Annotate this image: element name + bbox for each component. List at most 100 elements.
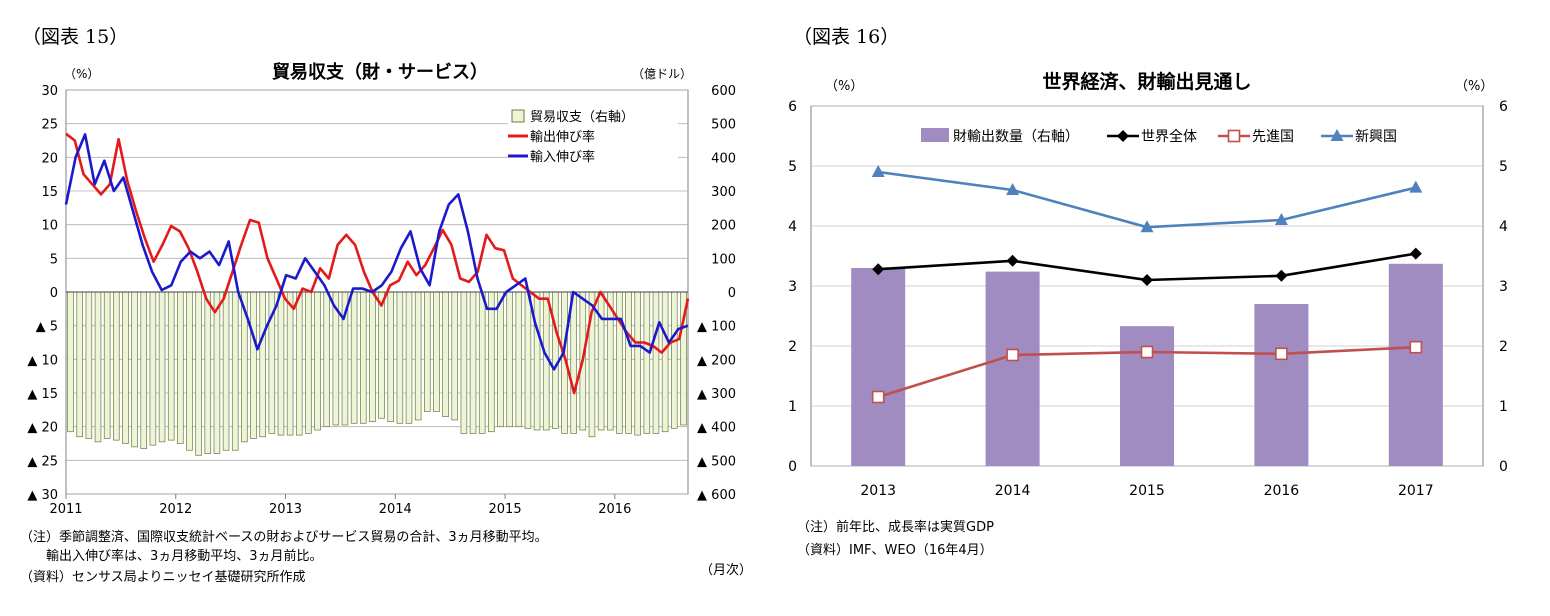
x-tick-label: 2012: [159, 502, 192, 517]
legend-box: [508, 106, 678, 172]
legend-label: 先進国: [1252, 129, 1294, 145]
trade-balance-bar: [552, 291, 559, 429]
trade-balance-bar: [213, 291, 221, 454]
right-tick-label: 300: [711, 185, 736, 200]
export-volume-bar: [1388, 263, 1443, 466]
trade-balance-bar: [451, 291, 459, 421]
left-tick-label: 25: [41, 118, 58, 133]
trade-balance-bar: [350, 291, 358, 424]
figure-16-panel: （図表 16） 0 0 1 1 2 2 3 3 4 4 5 5 6 6 2013 2014 2015 2016 20…: [775, 0, 1550, 616]
trade-balance-bar: [231, 291, 239, 451]
world-point: [872, 263, 885, 276]
legend-label: 貿易収支（右軸）: [530, 110, 634, 125]
advanced-point: [1140, 345, 1154, 359]
emerging-point: [1140, 220, 1154, 233]
trade-balance-bar: [524, 291, 532, 429]
trade-balance-bar: [286, 291, 294, 436]
trade-balance-bar: [67, 291, 74, 433]
trade-balance-bar: [122, 291, 129, 444]
advanced-point: [1006, 348, 1019, 362]
trade-balance-bar: [488, 291, 495, 433]
legend-label: 世界全体: [1141, 128, 1197, 145]
right-tick-label: 0: [728, 286, 736, 301]
left-tick-label: 0: [788, 459, 797, 475]
world-point: [1409, 247, 1422, 260]
left-tick-label: 30: [41, 84, 58, 99]
left-tick-label: ▲ 25: [27, 454, 58, 469]
legend-label: 輸入伸び率: [530, 149, 595, 165]
trade-balance-bar: [295, 291, 303, 436]
import-growth-line: [64, 133, 689, 371]
figure-16-label: （図表 16）: [793, 26, 900, 48]
left-tick-label: 3: [788, 279, 797, 295]
right-unit-label: （%）: [1455, 79, 1493, 94]
trade-balance-bar: [305, 291, 312, 434]
note15-line3: （資料）センサス局よりニッセイ基礎研究所作成: [20, 570, 306, 585]
x-tick-label: 2015: [1129, 483, 1165, 499]
trade-balance-bar: [360, 291, 367, 424]
right-unit-label: （億ドル）: [632, 67, 692, 81]
x-tick-label: 2011: [49, 502, 82, 517]
trade-balance-bar: [469, 291, 477, 434]
right-tick-label: 6: [1499, 99, 1508, 115]
trade-balance-bar: [570, 291, 577, 434]
trade-balance-bar: [140, 291, 148, 449]
legend-advanced-marker: [1227, 129, 1241, 143]
legend-label: 財輸出数量（右軸）: [953, 129, 1079, 145]
legend-label: 新興国: [1355, 129, 1397, 145]
note16-line1: （注）前年比、成長率は実質GDP: [797, 520, 994, 535]
right-tick-label: 1: [1499, 399, 1508, 415]
trade-balance-bar: [277, 291, 285, 436]
trade-balance-bar: [442, 291, 449, 417]
trade-balance-bar: [369, 291, 376, 422]
right-tick-label: ▲ 600: [697, 488, 736, 503]
x-tick-label: 2016: [598, 502, 631, 517]
left-tick-label: ▲ 15: [27, 387, 58, 402]
note15-line2: 輸出入伸び率は、3ヵ月移動平均、3ヵ月前比。: [46, 549, 323, 564]
left-tick-label: 10: [41, 219, 58, 234]
trade-balance-bar: [177, 291, 184, 444]
left-tick-label: 6: [788, 99, 797, 115]
emerging-point: [871, 165, 885, 177]
advanced-point: [1409, 340, 1423, 354]
trade-balance-bar: [405, 291, 413, 424]
x-tick-label: 2014: [995, 483, 1031, 499]
trade-balance-bar: [103, 291, 111, 439]
trade-balance-bar: [424, 291, 431, 412]
trade-balance-bar: [314, 291, 321, 431]
trade-balance-bar: [497, 291, 504, 428]
left-tick-label: ▲ 5: [36, 320, 58, 335]
trade-balance-bar: [652, 291, 660, 434]
trade-balance-bar: [250, 291, 257, 439]
left-tick-label: 20: [41, 151, 58, 166]
export-volume-bar: [1254, 304, 1309, 466]
trade-balance-bar: [186, 291, 193, 451]
export-volume-bar: [985, 271, 1040, 466]
right-tick-label: 100: [711, 252, 736, 267]
right-tick-label: ▲ 300: [697, 387, 736, 402]
left-unit-label: （%）: [825, 79, 863, 94]
trade-balance-bar: [671, 291, 678, 429]
right-tick-label: 2: [1499, 339, 1508, 355]
chart-title: 世界経済、財輸出見通し: [1042, 70, 1251, 93]
emerging-point: [1409, 180, 1423, 193]
trade-balance-bar: [506, 291, 513, 428]
trade-balance-bar: [131, 291, 138, 448]
trade-balance-bar: [378, 291, 385, 419]
legend-bar-swatch: [921, 128, 949, 142]
export-growth-line: [65, 132, 690, 395]
legend-emerging-marker: [1330, 129, 1344, 141]
left-tick-label: 5: [50, 252, 58, 267]
trade-balance-bar: [606, 291, 614, 431]
legend-bar-swatch: [511, 109, 525, 123]
trade-balance-bar: [661, 291, 669, 433]
trade-balance-bar: [323, 291, 330, 428]
trade-balance-bar: [222, 291, 230, 451]
left-unit-label: （%）: [64, 67, 99, 81]
trade-balance-bar: [387, 291, 394, 422]
trade-balance-bar: [113, 291, 120, 441]
right-tick-label: 200: [711, 219, 736, 234]
x-tick-label: 2013: [269, 502, 302, 517]
trade-balance-bar: [204, 291, 212, 454]
left-tick-label: 2: [788, 339, 797, 355]
